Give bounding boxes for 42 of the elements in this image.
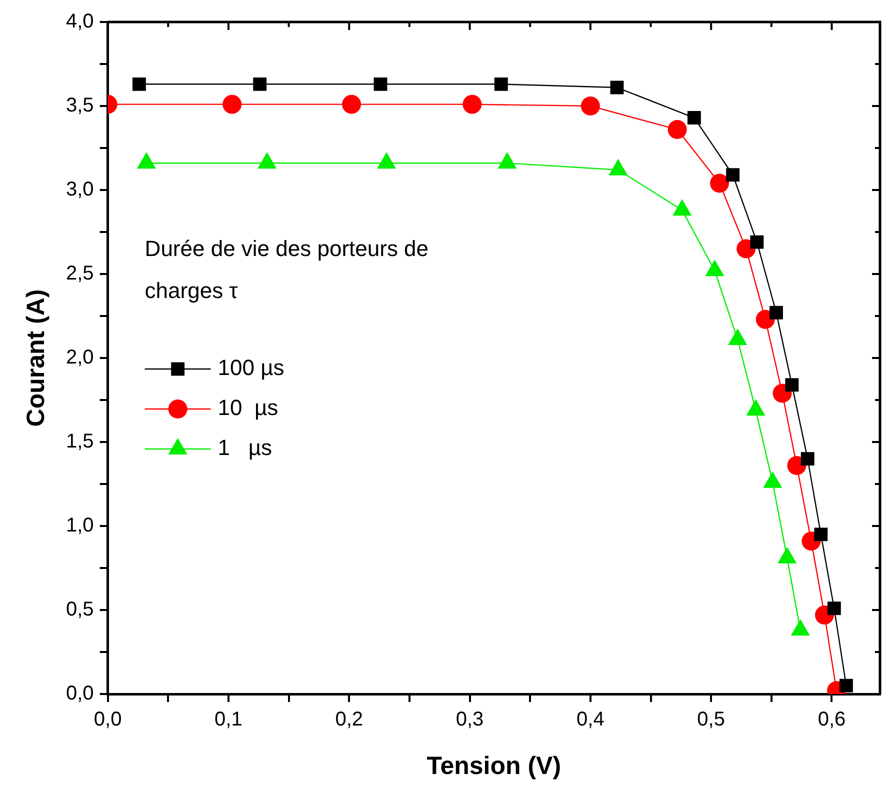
x-tick-label: 0,2: [335, 708, 364, 731]
x-tick-label: 0,5: [697, 708, 725, 731]
legend-title: Durée de vie des porteurs de charges τ: [144, 236, 429, 304]
y-tick-label: 1,5: [66, 430, 94, 453]
point: [785, 378, 799, 392]
point: [580, 96, 600, 116]
y-tick-label: 0,5: [66, 598, 94, 621]
x-tick-label: 0,3: [456, 708, 484, 731]
point: [342, 94, 362, 114]
x-tick-label: 0,1: [214, 708, 242, 731]
point: [494, 77, 508, 91]
x-tick-label: 0,4: [576, 708, 604, 731]
legend-label: 100 µs: [218, 355, 284, 380]
y-tick-label: 1,0: [66, 514, 94, 537]
point: [726, 168, 740, 182]
point: [750, 235, 764, 249]
x-tick-label: 0,6: [818, 708, 846, 731]
point: [827, 602, 841, 616]
y-tick-label: 0,0: [66, 682, 94, 705]
point: [132, 77, 146, 91]
legend-label: 1 µs: [218, 435, 272, 460]
point: [668, 120, 687, 140]
point: [610, 80, 624, 94]
point: [814, 528, 828, 542]
point: [374, 77, 388, 91]
legend-label: 10 µs: [218, 395, 278, 420]
point: [462, 94, 482, 114]
point: [840, 678, 853, 692]
point: [687, 111, 701, 124]
y-axis-title: Courant (A): [22, 289, 50, 427]
point: [710, 174, 730, 193]
point: [800, 452, 814, 466]
x-tick-label: 0,0: [94, 708, 122, 731]
y-tick-label: 4,0: [66, 10, 94, 33]
point: [253, 77, 267, 91]
point: [222, 94, 242, 114]
y-tick-label: 2,5: [66, 262, 94, 285]
y-tick-label: 2,0: [66, 346, 94, 369]
y-tick-label: 3,0: [66, 178, 94, 201]
y-tick-label: 3,5: [66, 94, 94, 117]
x-axis-title: Tension (V): [426, 752, 562, 780]
point: [770, 306, 783, 320]
